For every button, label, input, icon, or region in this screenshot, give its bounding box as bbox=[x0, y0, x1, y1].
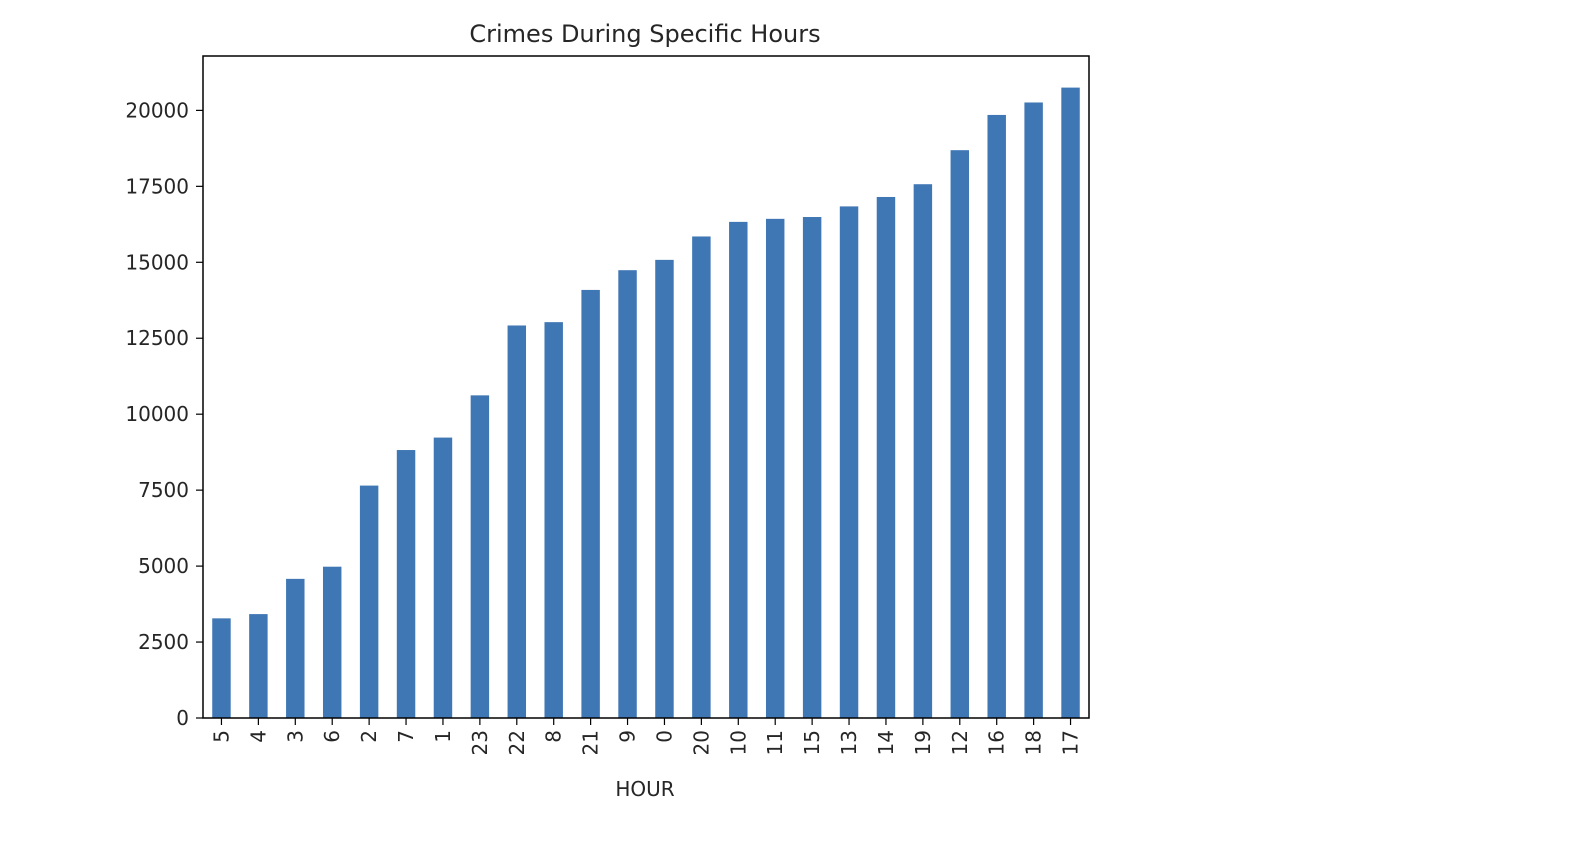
bar-hour-20 bbox=[692, 236, 711, 718]
x-tick-label: 10 bbox=[726, 730, 750, 755]
y-tick-label: 17500 bbox=[125, 174, 189, 198]
bars bbox=[212, 87, 1080, 719]
x-tick-label: 15 bbox=[800, 730, 824, 755]
x-tick-label: 21 bbox=[579, 730, 603, 755]
bar-hour-4 bbox=[249, 614, 268, 718]
x-tick-label: 4 bbox=[246, 730, 270, 743]
bar-hour-9 bbox=[618, 270, 637, 718]
bar-hour-3 bbox=[286, 578, 305, 718]
bar-hour-12 bbox=[950, 150, 970, 718]
bar-hour-14 bbox=[876, 196, 896, 719]
bar-hour-21 bbox=[581, 289, 600, 718]
bar-hour-16 bbox=[987, 114, 1006, 718]
bar-hour-23 bbox=[470, 395, 490, 718]
x-tick-label: 18 bbox=[1022, 730, 1046, 755]
x-tick-label: 6 bbox=[320, 730, 344, 743]
y-tick-label: 20000 bbox=[125, 98, 189, 122]
y-tick-label: 12500 bbox=[125, 326, 189, 350]
x-tick-label: 11 bbox=[763, 730, 787, 755]
bar-hour-0 bbox=[655, 259, 674, 718]
x-tick-label: 13 bbox=[837, 730, 861, 755]
bar-hour-17 bbox=[1061, 87, 1080, 719]
x-axis: 5 4 3 6 2 7 1 23 22 8 21 9 0 20 10 11 15 13 14 19 12 16 18 17 bbox=[209, 718, 1083, 755]
y-tick-label: 15000 bbox=[125, 250, 189, 274]
chart-title: Crimes During Specific Hours bbox=[469, 20, 820, 48]
bar-hour-2 bbox=[359, 485, 379, 718]
x-tick-label: 14 bbox=[874, 730, 898, 755]
x-tick-label: 12 bbox=[948, 730, 972, 755]
bar-hour-8 bbox=[544, 322, 563, 718]
plot-frame bbox=[202, 55, 1090, 719]
x-tick-label: 20 bbox=[689, 730, 713, 755]
x-tick-label: 17 bbox=[1059, 730, 1083, 755]
x-tick-label: 23 bbox=[468, 730, 492, 755]
y-tick-label: 2500 bbox=[138, 630, 189, 654]
y-axis: 0 2500 5000 7500 10000 12500 15000 17500 20000 bbox=[125, 98, 203, 730]
y-tick-label: 7500 bbox=[138, 478, 189, 502]
bar-hour-6 bbox=[322, 566, 342, 718]
x-tick-label: 3 bbox=[283, 730, 307, 743]
x-tick-label: 8 bbox=[542, 730, 566, 743]
x-tick-label: 0 bbox=[652, 730, 676, 743]
bar-hour-18 bbox=[1024, 102, 1043, 719]
bar-hour-19 bbox=[913, 184, 933, 718]
bar-hour-13 bbox=[839, 206, 859, 718]
x-tick-label: 2 bbox=[357, 730, 381, 743]
y-tick-label: 5000 bbox=[138, 554, 189, 578]
x-axis-label: HOUR bbox=[615, 777, 674, 801]
x-tick-label: 1 bbox=[431, 730, 455, 743]
x-tick-label: 16 bbox=[985, 730, 1009, 755]
x-tick-label: 9 bbox=[616, 730, 640, 743]
bar-hour-5 bbox=[212, 618, 231, 718]
bar-hour-1 bbox=[433, 437, 453, 718]
bar-hour-22 bbox=[507, 325, 527, 718]
bar-hour-10 bbox=[729, 221, 748, 718]
y-tick-label: 0 bbox=[176, 706, 189, 730]
bar-hour-15 bbox=[802, 217, 822, 718]
bar-hour-11 bbox=[765, 218, 785, 718]
bar-hour-7 bbox=[396, 450, 416, 718]
x-tick-label: 7 bbox=[394, 730, 418, 743]
x-tick-label: 5 bbox=[209, 730, 233, 743]
x-tick-label: 19 bbox=[911, 730, 935, 755]
x-tick-label: 22 bbox=[505, 730, 529, 755]
y-tick-label: 10000 bbox=[125, 402, 189, 426]
